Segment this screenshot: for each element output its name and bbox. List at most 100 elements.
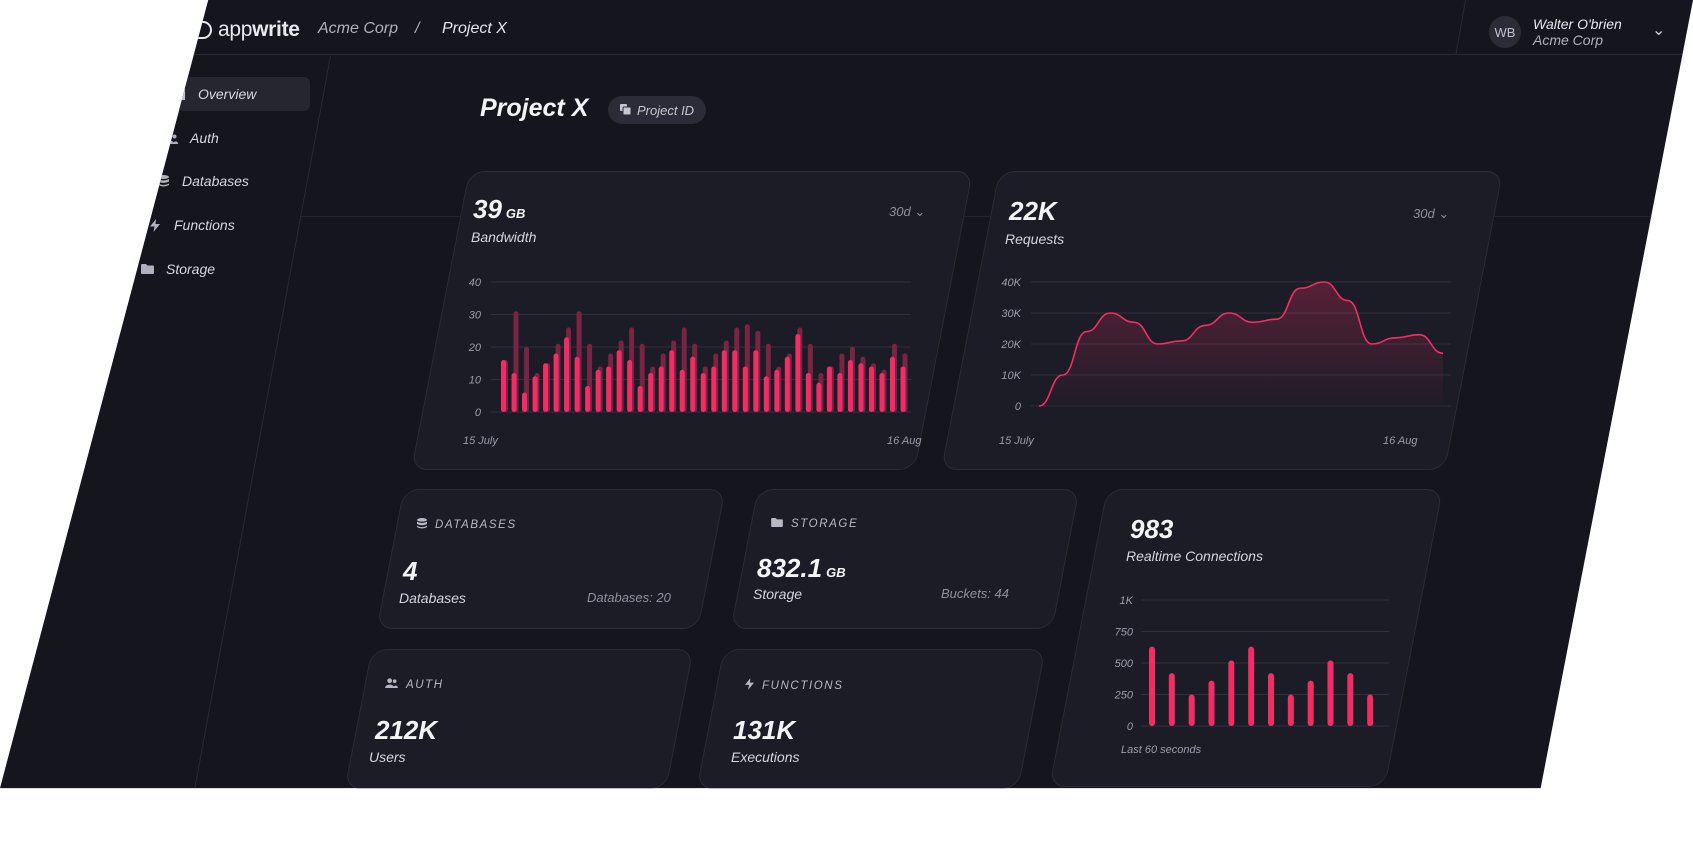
bandwidth-bar (868, 366, 874, 412)
realtime-bar (1208, 680, 1215, 726)
bandwidth-bar (585, 386, 591, 412)
bandwidth-bar (532, 376, 538, 412)
bandwidth-x-end: 16 Aug (887, 435, 922, 447)
storage-section-label: STORAGE (771, 518, 858, 530)
database-icon (417, 518, 427, 532)
realtime-bar (1307, 680, 1314, 726)
bandwidth-y-tick: 10 (469, 375, 482, 387)
sidebar-item-functions[interactable]: Functions (134, 208, 249, 242)
bandwidth-bar (858, 363, 864, 412)
bandwidth-bar (900, 366, 906, 412)
page-title: Project X (480, 94, 589, 122)
realtime-y-tick: 750 (1115, 627, 1134, 639)
bandwidth-bar (742, 366, 748, 412)
bandwidth-bar (637, 386, 643, 412)
sidebar-item-storage[interactable]: Storage (126, 252, 229, 286)
users-icon (164, 132, 178, 144)
bandwidth-bar (574, 356, 580, 412)
users-icon (385, 678, 398, 691)
lightning-icon (745, 678, 754, 693)
realtime-y-tick: 1K (1120, 595, 1134, 607)
bandwidth-bar (816, 382, 822, 412)
bandwidth-bar (690, 356, 696, 412)
sidebar-item-label: Settings (54, 804, 105, 820)
realtime-bar (1149, 646, 1155, 726)
requests-chart: 40K 30K 20K 10K 0 (1000, 277, 1451, 413)
folder-icon (771, 518, 783, 530)
bandwidth-bar (606, 366, 612, 412)
header-divider (150, 54, 1693, 55)
functions-label: Executions (731, 749, 800, 765)
bandwidth-bar (564, 337, 570, 412)
auth-label: Users (369, 749, 406, 765)
bar-chart-icon (172, 88, 186, 100)
realtime-y-tick: 0 (1127, 721, 1134, 733)
bandwidth-bar (669, 350, 675, 412)
bandwidth-bar (501, 360, 506, 412)
realtime-bar (1228, 660, 1235, 726)
functions-card[interactable]: FUNCTIONS 131K Executions (696, 649, 1046, 789)
breadcrumb-separator: / (415, 20, 420, 37)
auth-value: 212K (375, 715, 438, 745)
user-org: Acme Corp (1533, 32, 1604, 48)
bandwidth-bar (679, 369, 685, 412)
requests-card: 22K Requests 30d ⌄ 40K 30K 20K 10K 0 15 July… (940, 171, 1504, 470)
database-icon (156, 175, 170, 187)
bandwidth-bar (721, 350, 727, 412)
content-divider (300, 216, 1660, 217)
user-name: Walter O'brien (1533, 16, 1622, 32)
project-id-button[interactable]: Project ID (608, 96, 707, 124)
storage-meta: Buckets: 44 (941, 586, 1009, 601)
bandwidth-bar (711, 366, 717, 412)
realtime-bar (1347, 673, 1354, 726)
app-logo[interactable]: appwrite (186, 18, 300, 42)
bandwidth-y-tick: 20 (468, 342, 482, 354)
storage-label: Storage (753, 586, 803, 602)
bandwidth-bar (543, 363, 549, 412)
requests-y-tick: 30K (1001, 308, 1021, 320)
realtime-chart: 1K 750 500 250 0 (1114, 595, 1389, 733)
chevron-down-icon[interactable]: ⌄ (1652, 22, 1666, 39)
bandwidth-bar (837, 373, 843, 412)
sidebar-item-auth[interactable]: Auth (150, 121, 233, 155)
realtime-bar (1168, 673, 1175, 726)
sidebar-item-overview[interactable]: Overview (158, 77, 310, 111)
functions-section-label: FUNCTIONS (745, 678, 843, 693)
gear-icon: ⚙ (29, 805, 41, 819)
bandwidth-bar (753, 350, 759, 412)
lightning-icon (148, 218, 162, 232)
realtime-bar (1188, 694, 1195, 726)
bandwidth-y-tick: 0 (475, 407, 482, 419)
bandwidth-card: 39 GB Bandwidth 30d ⌄ 40 30 20 10 0 15 July 1… (410, 171, 974, 470)
storage-card[interactable]: STORAGE 832.1 GB Storage Buckets: 44 (730, 489, 1080, 629)
bandwidth-bar (648, 373, 654, 412)
requests-y-tick: 10K (1001, 370, 1021, 382)
bandwidth-bar (774, 369, 780, 412)
bandwidth-bar (732, 350, 738, 412)
user-menu[interactable]: WB Walter O'brien Acme Corp (1489, 16, 1622, 48)
sidebar-item-databases[interactable]: Databases (142, 164, 263, 198)
auth-card[interactable]: AUTH 212K Users (344, 649, 694, 789)
bandwidth-bar (522, 392, 528, 412)
bandwidth-x-start: 15 July (463, 435, 498, 447)
bandwidth-bar (879, 373, 885, 412)
auth-section-label: AUTH (385, 678, 444, 691)
bandwidth-bar (795, 334, 801, 412)
realtime-bar (1248, 646, 1255, 726)
bandwidth-bar (553, 353, 559, 412)
functions-value: 131K (733, 715, 796, 745)
sidebar-item-settings[interactable]: ⚙ Settings (14, 795, 119, 829)
sidebar-item-label: Databases (182, 173, 249, 189)
logo-text-bold: write (252, 18, 300, 41)
bandwidth-bar (627, 360, 633, 412)
project-id-label: Project ID (637, 102, 695, 118)
breadcrumb-org[interactable]: Acme Corp (318, 20, 399, 37)
logo-text-light: app (218, 18, 253, 41)
bandwidth-bar (700, 373, 706, 412)
realtime-footer: Last 60 seconds (1121, 744, 1202, 756)
sidebar-item-label: Overview (198, 86, 257, 102)
databases-card[interactable]: DATABASES 4 Databases Databases: 20 (376, 489, 726, 629)
breadcrumb-project[interactable]: Project X (442, 20, 507, 37)
bandwidth-bar (763, 376, 769, 412)
requests-x-end: 16 Aug (1383, 435, 1418, 447)
